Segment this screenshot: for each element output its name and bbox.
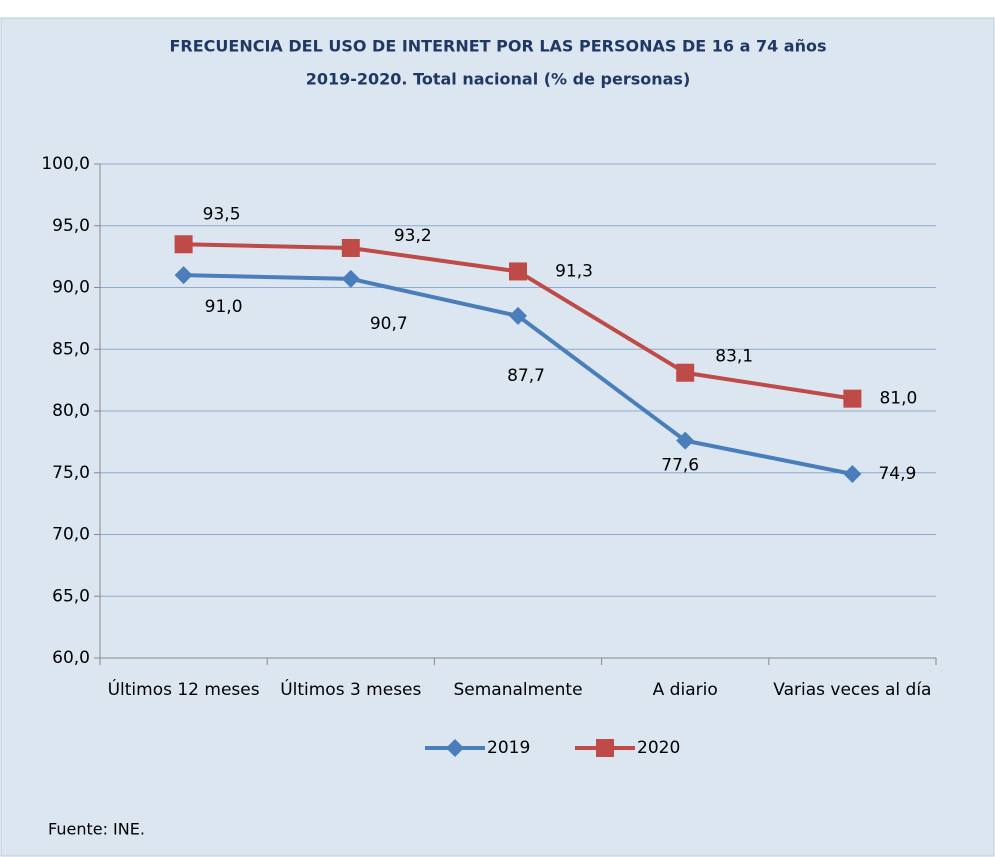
y-tick-label: 70,0 <box>52 525 90 545</box>
legend-label: 2019 <box>487 738 530 758</box>
point-marker <box>341 238 360 257</box>
x-tick-label: A diario <box>652 680 718 700</box>
point-marker <box>174 266 193 285</box>
data-label: 87,7 <box>507 366 545 386</box>
chart-title: FRECUENCIA DEL USO DE INTERNET POR LAS P… <box>169 37 826 56</box>
y-tick-label: 75,0 <box>52 463 90 483</box>
x-tick-label: Últimos 12 meses <box>107 680 260 700</box>
point-marker <box>596 739 614 757</box>
x-tick-label: Varias veces al día <box>773 680 932 700</box>
point-marker <box>341 269 360 288</box>
point-marker <box>843 389 862 408</box>
data-label: 81,0 <box>879 389 917 409</box>
y-tick-label: 85,0 <box>52 339 90 359</box>
y-tick-label: 90,0 <box>52 278 90 298</box>
data-label: 93,2 <box>394 226 432 246</box>
point-marker <box>446 739 464 757</box>
point-marker <box>174 235 193 254</box>
y-tick-label: 95,0 <box>52 216 90 236</box>
data-label: 91,3 <box>555 261 593 281</box>
data-label: 83,1 <box>715 347 753 367</box>
data-label: 91,0 <box>205 297 243 317</box>
y-tick-label: 60,0 <box>52 648 90 668</box>
chart-subtitle: 2019-2020. Total nacional (% de personas… <box>306 70 691 89</box>
data-label: 74,9 <box>878 464 916 484</box>
x-tick-label: Semanalmente <box>453 680 583 700</box>
x-tick-label: Últimos 3 meses <box>280 680 422 700</box>
point-marker <box>843 464 862 483</box>
data-label: 90,7 <box>370 314 408 334</box>
point-marker <box>676 431 695 450</box>
legend-label: 2020 <box>637 738 680 758</box>
y-tick-label: 65,0 <box>52 586 90 606</box>
source-note: Fuente: INE. <box>48 820 145 839</box>
point-marker <box>676 363 695 382</box>
point-marker <box>509 262 527 281</box>
y-tick-label: 80,0 <box>52 401 90 421</box>
y-tick-label: 100,0 <box>41 154 90 174</box>
data-label: 93,5 <box>203 204 241 224</box>
data-label: 77,6 <box>661 456 699 476</box>
point-marker <box>509 306 527 325</box>
